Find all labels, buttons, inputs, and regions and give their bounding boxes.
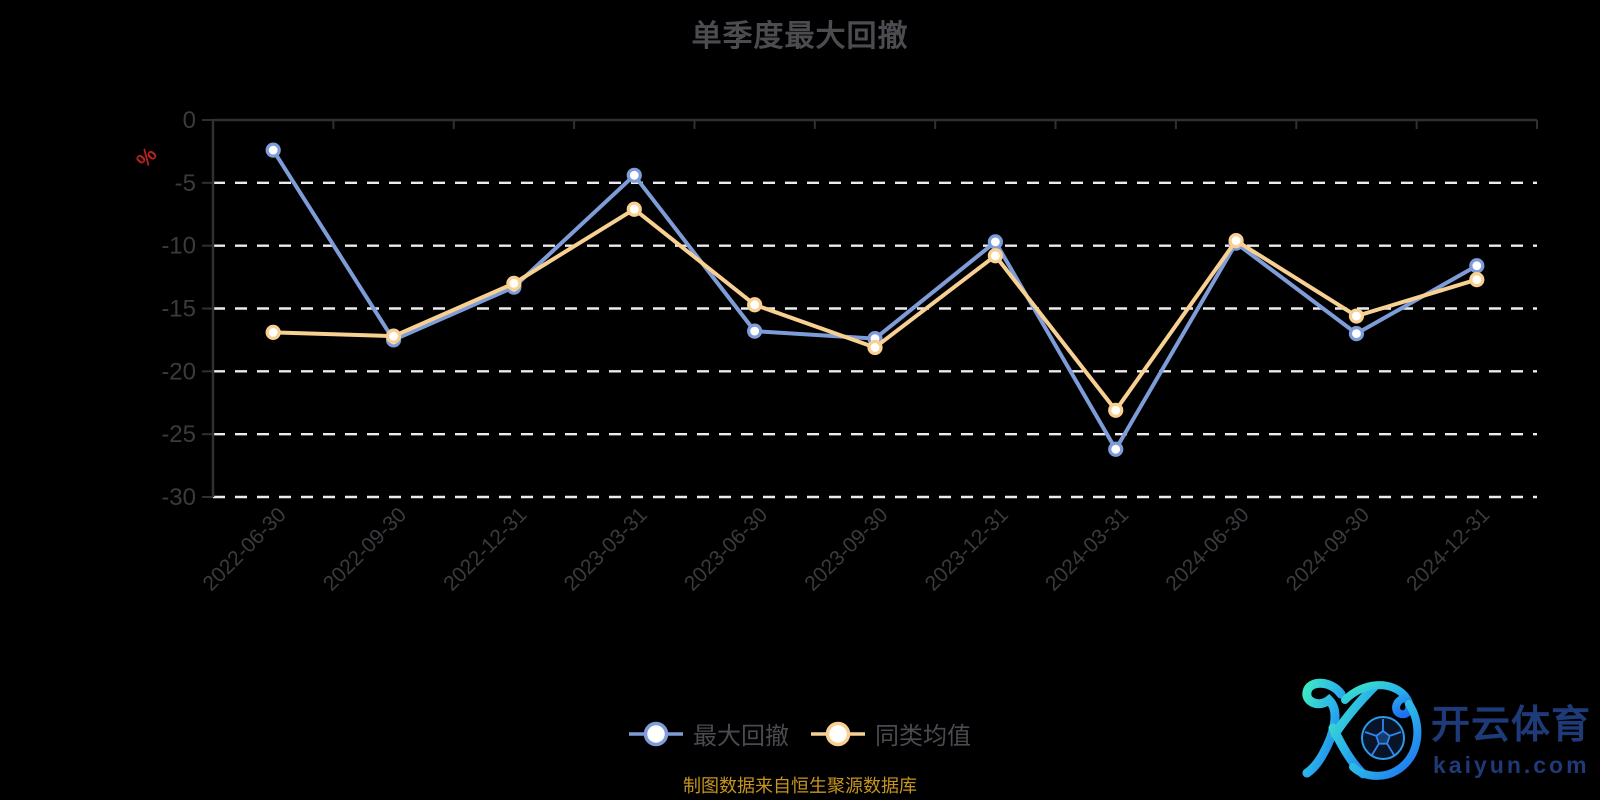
data-point[interactable]	[747, 323, 763, 339]
data-point[interactable]	[265, 324, 281, 340]
watermark-brand-text[interactable]: 开云体育	[1431, 704, 1592, 747]
y-tick-label: -30	[161, 484, 196, 511]
legend-marker-icon	[629, 721, 683, 746]
data-point[interactable]	[506, 275, 522, 291]
x-tick-label: 2023-09-30	[800, 503, 892, 595]
legend-label: 最大回撤	[693, 723, 789, 750]
data-point[interactable]	[626, 201, 642, 217]
chart-legend: 最大回撤 同类均值	[0, 716, 1600, 751]
x-tick-label: 2023-12-31	[921, 503, 1013, 595]
y-tick-label: -20	[161, 358, 196, 385]
watermark-domain-text[interactable]: kaiyun.com	[1433, 752, 1590, 778]
data-point[interactable]	[265, 142, 281, 158]
y-tick-label: 0	[183, 107, 196, 134]
data-point[interactable]	[1108, 441, 1124, 457]
x-tick-label: 2024-03-31	[1041, 503, 1133, 595]
legend-label: 同类均值	[875, 723, 971, 750]
data-point[interactable]	[867, 339, 883, 356]
y-tick-label: -5	[175, 170, 196, 197]
data-point[interactable]	[1469, 271, 1485, 288]
kaiyun-k-soccer-logo-icon	[1302, 678, 1422, 780]
data-point[interactable]	[987, 234, 1003, 250]
data-point[interactable]	[385, 328, 402, 344]
data-source-note: 制图数据来自恒生聚源数据库	[683, 776, 917, 796]
series-line	[271, 148, 1479, 452]
data-point[interactable]	[747, 297, 763, 313]
x-tick-label: 2024-09-30	[1282, 503, 1374, 595]
legend-item[interactable]: 同类均值	[811, 716, 971, 751]
x-tick-label: 2023-03-31	[560, 503, 652, 595]
x-tick-label: 2022-09-30	[319, 503, 411, 595]
data-point[interactable]	[987, 248, 1003, 264]
x-tick-label: 2022-12-31	[439, 503, 531, 595]
y-tick-label: -15	[161, 296, 196, 323]
x-tick-label: 2023-06-30	[680, 503, 772, 595]
legend-marker-icon	[811, 721, 865, 746]
x-tick-label: 2024-12-31	[1402, 503, 1494, 595]
data-point[interactable]	[626, 167, 642, 183]
legend-item[interactable]: 最大回撤	[629, 716, 789, 751]
data-point[interactable]	[1228, 233, 1244, 249]
y-tick-label: -10	[161, 233, 196, 260]
data-point[interactable]	[1469, 258, 1485, 274]
series-line	[271, 207, 1479, 413]
chart-title: 单季度最大回撤	[691, 20, 909, 53]
x-tick-label: 2022-06-30	[198, 503, 290, 595]
data-point[interactable]	[1348, 326, 1365, 342]
data-point[interactable]	[1108, 402, 1124, 418]
y-tick-label: -25	[161, 421, 196, 448]
x-tick-label: 2024-06-30	[1161, 503, 1253, 595]
data-point[interactable]	[1348, 308, 1365, 324]
kaiyun-watermark[interactable]: 开云体育 kaiyun.com	[1283, 662, 1600, 800]
